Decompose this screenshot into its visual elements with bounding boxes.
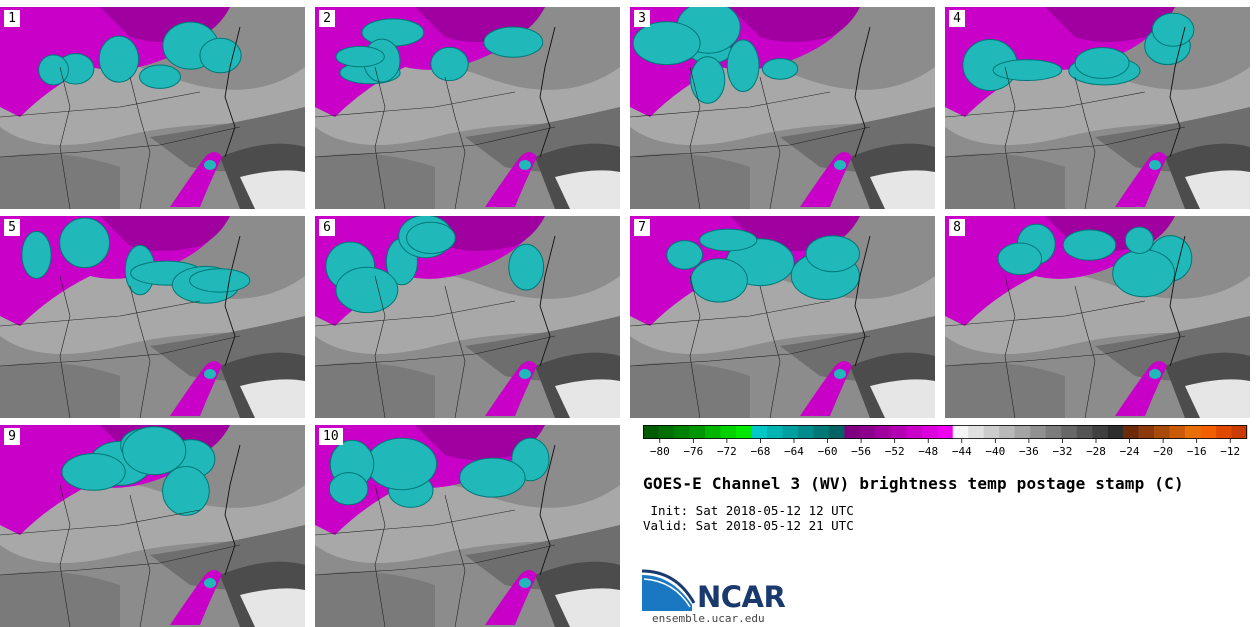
ensemble-member-panel: 10	[315, 425, 620, 627]
colorbar-segment	[735, 425, 752, 439]
colorbar-tick-label: −68	[751, 445, 771, 458]
colorbar-tick-label: −80	[650, 445, 670, 458]
panel-number: 6	[319, 219, 335, 236]
colorbar-segment	[766, 425, 783, 439]
ncar-logo-icon	[642, 569, 696, 611]
colorbar-segment	[1045, 425, 1062, 439]
colorbar-segment	[689, 425, 706, 439]
ensemble-member-panel: 2	[315, 7, 620, 209]
colorbar-tick-label: −44	[952, 445, 972, 458]
colorbar-segment	[704, 425, 721, 439]
colorbar-segment	[720, 425, 737, 439]
colorbar: −80 −76 −72 −68 −64 −60 −56 −52 −48 −44 −40 −36 −32−…	[643, 425, 1248, 458]
ensemble-member-panel: 5	[0, 216, 305, 418]
water-vapor-map	[630, 216, 935, 418]
colorbar-segment	[658, 425, 675, 439]
ensemble-member-panel: 6	[315, 216, 620, 418]
colorbar-segment	[844, 425, 861, 439]
colorbar-tick-label: −64	[784, 445, 804, 458]
colorbar-tick-label: −32	[1053, 445, 1073, 458]
colorbar-tick-label: −52	[885, 445, 905, 458]
water-vapor-map	[945, 216, 1250, 418]
figure-title: GOES-E Channel 3 (WV) brightness temp po…	[643, 474, 1184, 493]
panel-number: 5	[4, 219, 20, 236]
panel-number: 10	[319, 428, 343, 445]
colorbar-segment	[968, 425, 985, 439]
panel-number: 9	[4, 428, 20, 445]
panel-number: 1	[4, 10, 20, 27]
water-vapor-map	[315, 216, 620, 418]
colorbar-segment	[1092, 425, 1108, 439]
panel-number: 2	[319, 10, 335, 27]
colorbar-segment	[1169, 425, 1186, 439]
colorbar-segment	[999, 425, 1015, 439]
logo-wordmark: NCAR	[697, 580, 786, 614]
colorbar-segment	[1231, 425, 1248, 439]
colorbar-tick-label: −28	[1086, 445, 1106, 458]
colorbar-tick-label: −40	[985, 445, 1005, 458]
colorbar-segment	[859, 425, 876, 439]
panel-number: 4	[949, 10, 965, 27]
colorbar-tick-label: −36	[1019, 445, 1039, 458]
colorbar-segment	[828, 425, 845, 439]
ensemble-member-panel: 8	[945, 216, 1250, 418]
ensemble-member-panel: 4	[945, 7, 1250, 209]
colorbar-segment	[890, 425, 907, 439]
water-vapor-map	[630, 7, 935, 209]
water-vapor-map	[0, 216, 305, 418]
water-vapor-map	[0, 425, 305, 627]
water-vapor-map	[0, 7, 305, 209]
panel-number: 8	[949, 219, 965, 236]
colorbar-segment	[1030, 425, 1046, 439]
colorbar-segment	[751, 425, 768, 439]
logo-url: ensemble.ucar.edu	[652, 612, 765, 625]
colorbar-tick-label: −24	[1120, 445, 1140, 458]
ensemble-member-panel: 9	[0, 425, 305, 627]
colorbar-segment	[983, 425, 1000, 439]
colorbar-segment	[906, 425, 923, 439]
colorbar-segment	[1014, 425, 1031, 439]
colorbar-segment	[875, 425, 892, 439]
water-vapor-map	[945, 7, 1250, 209]
init-time: Init: Sat 2018-05-12 12 UTC	[643, 503, 854, 518]
colorbar-frame	[643, 425, 1247, 439]
ensemble-member-panel: 1	[0, 7, 305, 209]
colorbar-tick-label: −12	[1220, 445, 1240, 458]
colorbar-segment	[782, 425, 799, 439]
water-vapor-map	[315, 7, 620, 209]
colorbar-segment	[1200, 425, 1217, 439]
water-vapor-map	[315, 425, 620, 627]
valid-time: Valid: Sat 2018-05-12 21 UTC	[643, 518, 854, 533]
colorbar-segment	[1138, 425, 1155, 439]
colorbar-segment	[1216, 425, 1232, 439]
colorbar-tick-label: −56	[851, 445, 871, 458]
colorbar-segment	[952, 425, 969, 439]
colorbar-segment	[1154, 425, 1170, 439]
colorbar-tick-label: −60	[818, 445, 838, 458]
colorbar-tick-label: −16	[1187, 445, 1207, 458]
colorbar-segment	[1123, 425, 1139, 439]
colorbar-tick-label: −76	[683, 445, 703, 458]
colorbar-tick-label: −72	[717, 445, 737, 458]
ensemble-member-panel: 7	[630, 216, 935, 418]
colorbar-segment	[673, 425, 690, 439]
colorbar-tick-label: −48	[918, 445, 938, 458]
colorbar-segment	[1185, 425, 1201, 439]
colorbar-segment	[643, 425, 659, 439]
colorbar-segment	[797, 425, 814, 439]
ensemble-member-panel: 3	[630, 7, 935, 209]
colorbar-segment	[921, 425, 938, 439]
colorbar-segment	[1061, 425, 1077, 439]
colorbar-segment	[813, 425, 830, 439]
panel-number: 7	[634, 219, 650, 236]
colorbar-tick-label: −20	[1153, 445, 1173, 458]
panel-number: 3	[634, 10, 650, 27]
colorbar-segment	[1076, 425, 1093, 439]
colorbar-segment	[1107, 425, 1124, 439]
colorbar-segment	[937, 425, 954, 439]
